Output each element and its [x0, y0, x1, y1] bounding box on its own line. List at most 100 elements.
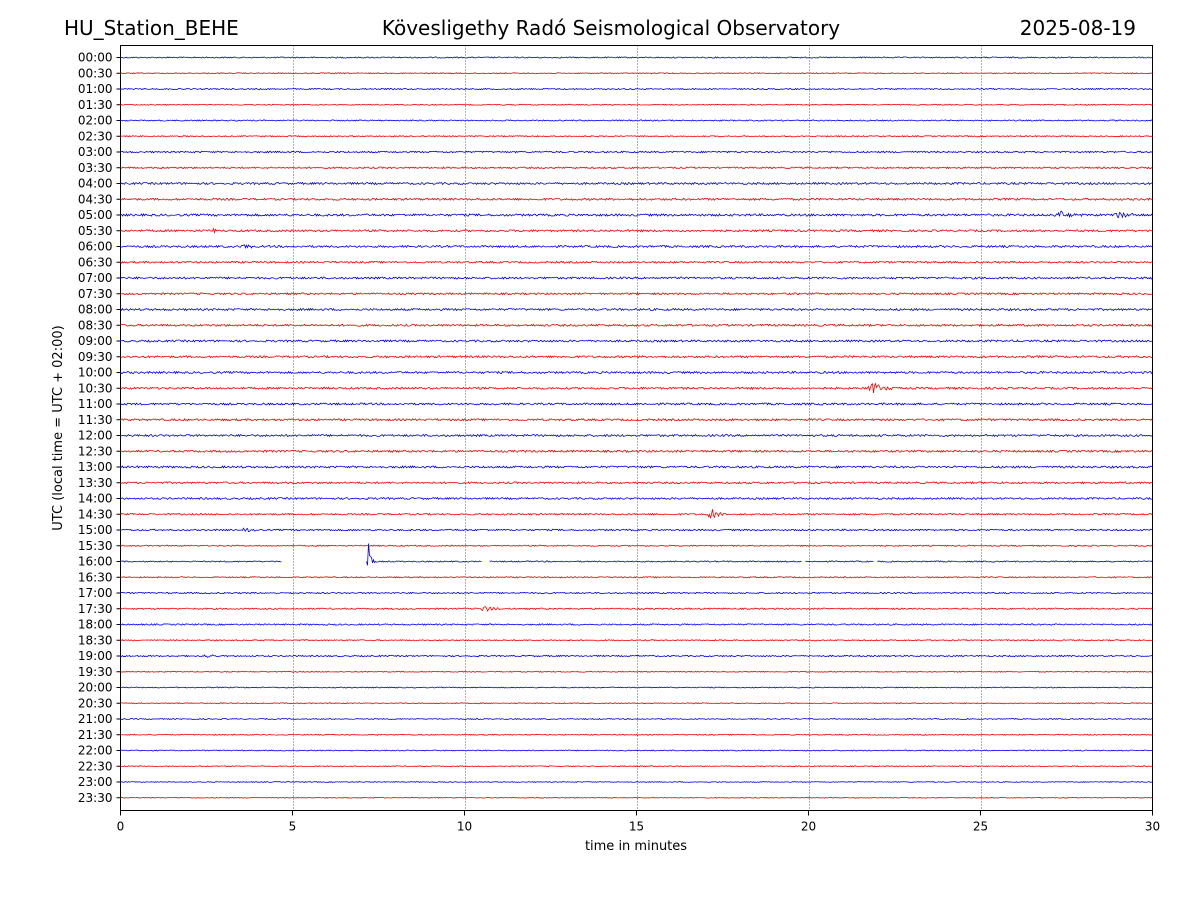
y-tick-label: 04:30: [78, 192, 113, 206]
y-tick-label: 00:30: [78, 66, 113, 80]
y-tick-label: 15:30: [78, 539, 113, 553]
y-tick-label: 16:30: [78, 570, 113, 584]
observatory-title: Kövesligethy Radó Seismological Observat…: [382, 16, 840, 40]
x-tick-label: 20: [801, 820, 816, 834]
y-tick-label: 08:30: [78, 318, 113, 332]
trace-line-1130: [120, 417, 1153, 422]
y-tick-label: 06:30: [78, 255, 113, 269]
trace-line-0430: [120, 197, 1153, 202]
y-tick-label: 01:00: [78, 82, 113, 96]
y-tick-label: 22:00: [78, 744, 113, 758]
trace-line-1430: [120, 509, 1153, 519]
trace-line-2030: [120, 702, 1153, 705]
y-tick-label: 02:00: [78, 114, 113, 128]
y-tick-label: 20:00: [78, 681, 113, 695]
y-tick-label: 05:30: [78, 224, 113, 238]
y-tick-label: 05:00: [78, 208, 113, 222]
trace-line-2230: [120, 765, 1153, 768]
trace-line-1630: [120, 576, 1153, 579]
trace-line-0000: [120, 56, 1153, 59]
y-tick-label: 22:30: [78, 759, 113, 773]
trace-line-1330: [120, 481, 1153, 485]
y-tick-label: 17:30: [78, 602, 113, 616]
y-axis-label: UTC (local time = UTC + 02:00): [51, 325, 66, 530]
y-tick-label: 18:30: [78, 633, 113, 647]
y-tick-label: 03:00: [78, 145, 113, 159]
trace-line-1400: [120, 496, 1153, 501]
trace-line-0630: [120, 260, 1153, 264]
x-tick-label: 15: [629, 820, 644, 834]
trace-line-0030: [120, 72, 1153, 75]
y-tick-label: 12:30: [78, 444, 113, 458]
y-tick-label: 20:30: [78, 696, 113, 710]
y-tick-label: 12:00: [78, 429, 113, 443]
trace-line-0530: [120, 227, 1153, 234]
y-tick-label: 07:00: [78, 271, 113, 285]
y-tick-label: 14:00: [78, 492, 113, 506]
trace-line-1230: [120, 449, 1153, 454]
y-tick-label: 13:00: [78, 460, 113, 474]
trace-line-1930: [120, 670, 1153, 673]
y-tick-label: 21:30: [78, 728, 113, 742]
trace-line-1730: [120, 606, 1153, 612]
x-tick-label: 10: [457, 820, 472, 834]
y-tick-label: 09:00: [78, 334, 113, 348]
y-tick-label: 19:30: [78, 665, 113, 679]
trace-line-0100: [120, 87, 1153, 91]
y-tick-label: 11:00: [78, 397, 113, 411]
y-tick-label: 16:00: [78, 555, 113, 569]
trace-line-0600: [120, 244, 1153, 250]
y-tick-label: 03:30: [78, 161, 113, 175]
trace-line-1030: [120, 382, 1153, 394]
y-tick-label: 06:00: [78, 240, 113, 254]
trace-line-1800: [120, 623, 1153, 626]
trace-line-2130: [120, 733, 1153, 736]
y-tick-label: 15:00: [78, 523, 113, 537]
trace-line-2000: [120, 686, 1153, 689]
y-tick-label: 10:30: [78, 381, 113, 395]
y-tick-label: 14:30: [78, 507, 113, 521]
trace-line-1500: [120, 527, 1153, 533]
y-tick-label: 17:00: [78, 586, 113, 600]
trace-line-0830: [120, 323, 1153, 328]
trace-line-1600: [120, 543, 1153, 566]
y-tick-label: 02:30: [78, 129, 113, 143]
trace-line-0700: [120, 276, 1153, 280]
y-tick-label: 11:30: [78, 413, 113, 427]
trace-line-1200: [120, 433, 1153, 438]
trace-line-1700: [120, 591, 1153, 595]
y-tick-label: 08:00: [78, 303, 113, 317]
y-tick-label: 21:00: [78, 712, 113, 726]
y-tick-label: 23:30: [78, 791, 113, 805]
trace-line-0200: [120, 119, 1153, 122]
x-tick-group: 0 5 10 15 20 25 30: [117, 810, 1160, 834]
chart-date: 2025-08-19: [1020, 16, 1136, 40]
trace-line-0400: [120, 181, 1153, 186]
trace-line-0800: [120, 307, 1153, 312]
trace-line-1100: [120, 402, 1153, 406]
y-tick-label: 00:00: [78, 51, 113, 65]
y-tick-label: 18:00: [78, 618, 113, 632]
x-tick-label: 25: [973, 820, 988, 834]
trace-line-0930: [120, 354, 1153, 359]
x-tick-label: 0: [117, 820, 125, 834]
y-tick-label: 09:30: [78, 350, 113, 364]
trace-line-1000: [120, 370, 1153, 375]
trace-line-0500: [120, 210, 1153, 219]
trace-line-0300: [120, 150, 1153, 154]
y-tick-label: 01:30: [78, 98, 113, 112]
trace-line-0730: [120, 292, 1153, 296]
station-name: HU_Station_BEHE: [64, 16, 239, 40]
trace-line-0330: [120, 166, 1153, 170]
y-tick-label: 04:00: [78, 177, 113, 191]
y-tick-label: 19:00: [78, 649, 113, 663]
trace-line-0230: [120, 135, 1153, 138]
trace-line-1300: [120, 465, 1153, 469]
y-tick-label: 13:30: [78, 476, 113, 490]
trace-line-0130: [120, 103, 1153, 106]
trace-line-2330: [120, 796, 1153, 799]
y-tick-label: 23:00: [78, 775, 113, 789]
x-tick-label: 30: [1145, 820, 1160, 834]
